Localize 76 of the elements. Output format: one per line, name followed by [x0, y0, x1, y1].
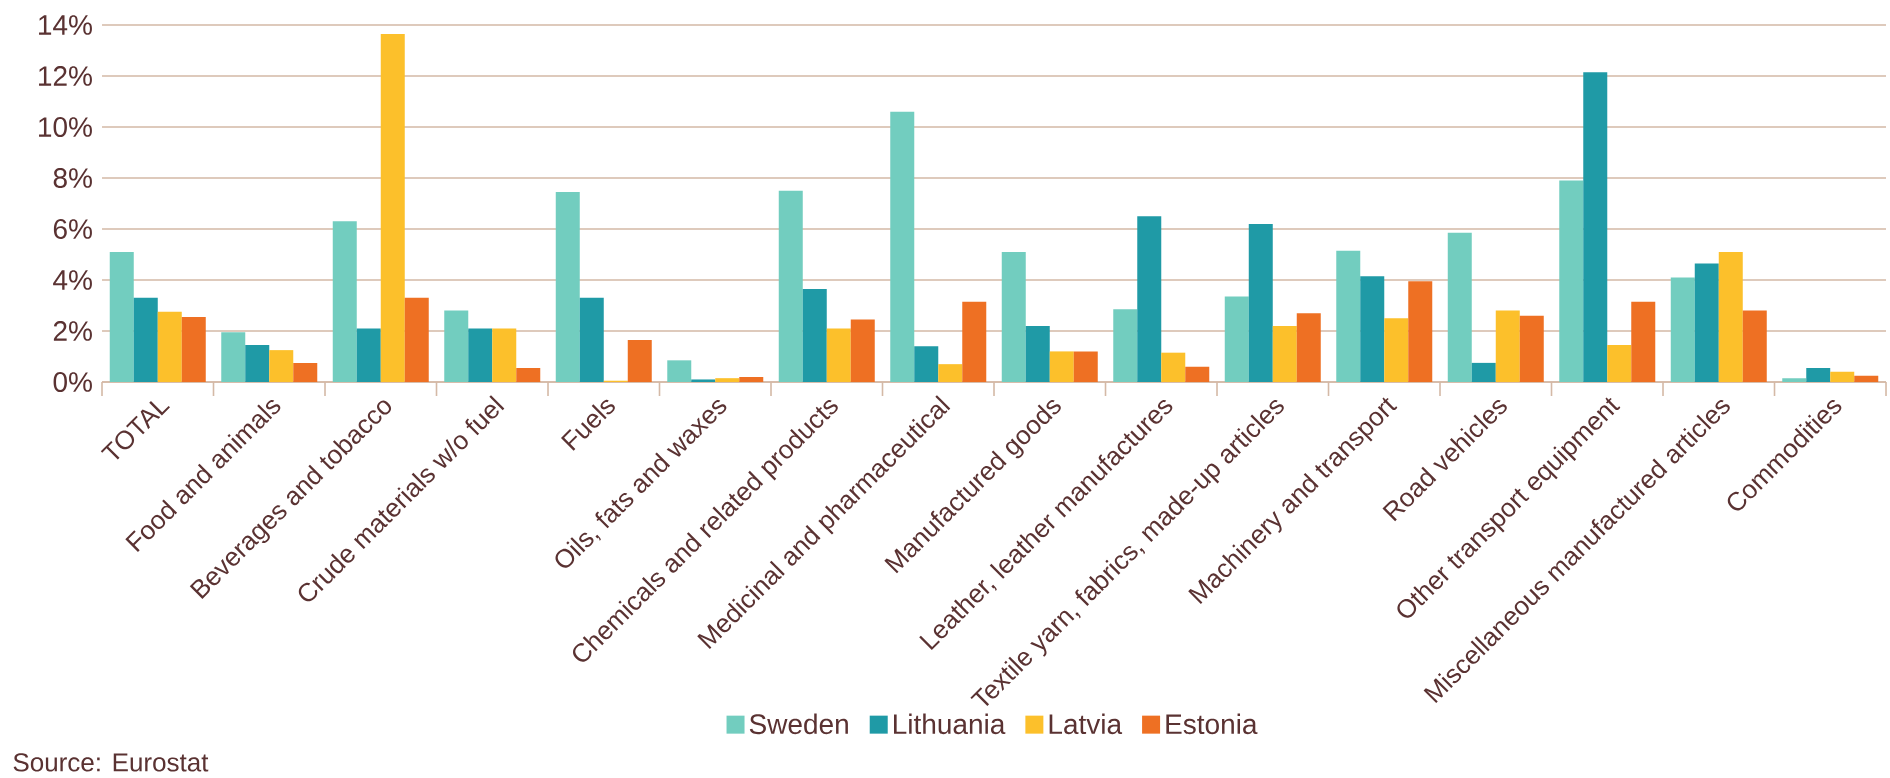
bar: [1161, 352, 1186, 382]
bar: [1718, 251, 1743, 382]
bar: [109, 251, 134, 382]
y-tick-label: 6%: [53, 219, 92, 239]
bar: [1272, 325, 1297, 382]
bar: [627, 339, 652, 382]
bar: [1471, 362, 1496, 382]
bar: [1224, 296, 1249, 382]
bar: [1519, 315, 1544, 382]
legend-label: Sweden: [749, 713, 848, 735]
y-tick-label: 8%: [53, 168, 92, 188]
bar: [1336, 250, 1361, 382]
bar: [516, 367, 541, 382]
bar: [1025, 325, 1050, 382]
bar: [778, 190, 803, 382]
bar: [245, 345, 270, 382]
bar: [1408, 281, 1433, 382]
bar: [1360, 276, 1385, 382]
bar: [1001, 251, 1026, 382]
bar: [380, 33, 405, 382]
bar: [157, 311, 182, 382]
bar: [1384, 318, 1409, 382]
bar: [1830, 371, 1855, 382]
bar: [293, 362, 318, 382]
bar: [826, 328, 851, 382]
bar: [468, 328, 493, 382]
bar: [579, 297, 604, 382]
y-tick-label: 12%: [39, 66, 92, 86]
bar: [667, 360, 692, 382]
bar: [691, 379, 716, 382]
bar: [938, 364, 963, 382]
bar: [1583, 72, 1608, 382]
bar: [492, 328, 517, 382]
y-tick-label: 2%: [53, 321, 92, 341]
legend-label: Lithuania: [894, 713, 1006, 735]
bar: [1447, 232, 1472, 382]
bar: [739, 376, 764, 382]
bar: [1137, 216, 1162, 382]
bar: [269, 350, 294, 382]
bar: [1742, 310, 1767, 382]
bar: [1185, 366, 1210, 382]
y-tick-label: 0%: [53, 372, 92, 392]
bar: [221, 332, 246, 382]
bar: [181, 316, 206, 382]
bar: [356, 328, 381, 382]
bar: [962, 301, 987, 382]
bar: [850, 319, 875, 382]
bar: [1495, 310, 1520, 382]
bar: [332, 221, 357, 382]
bar: [802, 288, 827, 382]
bar: [1806, 367, 1831, 382]
y-tick-label: 10%: [39, 117, 92, 137]
bar: [444, 310, 469, 382]
legend-label: Latvia: [1049, 713, 1123, 735]
bar: [404, 297, 429, 382]
bar: [1782, 378, 1807, 382]
bar: [1113, 309, 1138, 382]
y-tick-label: 14%: [39, 15, 92, 35]
bar: [555, 192, 580, 382]
bar: [1694, 263, 1719, 382]
bar: [715, 378, 740, 382]
bar: [1248, 223, 1273, 382]
bar: [890, 111, 915, 382]
bar: [1073, 351, 1098, 382]
source-note: Source: Eurostat: [13, 753, 209, 772]
y-tick-label: 4%: [53, 270, 92, 290]
bar: [1296, 313, 1321, 382]
bar: [1559, 180, 1584, 382]
bar: [914, 346, 939, 382]
bar: [1854, 375, 1879, 382]
bar: [1670, 277, 1695, 382]
bar: [1607, 345, 1632, 382]
bar: [1631, 301, 1656, 382]
bar: [133, 297, 158, 382]
bar: [1049, 351, 1074, 382]
legend-label: Estonia: [1166, 713, 1258, 735]
